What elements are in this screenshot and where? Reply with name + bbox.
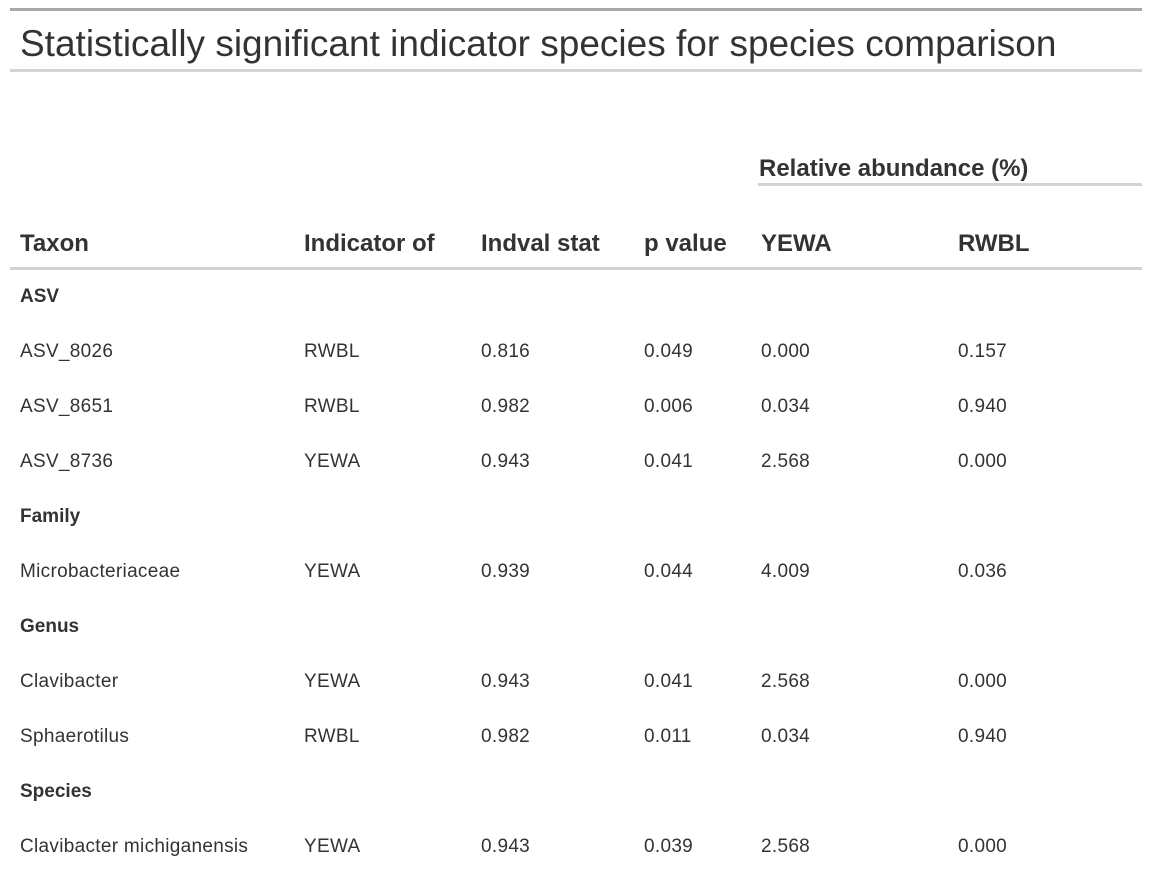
cell-p-value: 0.011	[644, 726, 692, 747]
group-label: Family	[20, 506, 81, 527]
cell-taxon: Clavibacter michiganensis	[20, 836, 249, 857]
table-row: ASV_8026 RWBL 0.816 0.049 0.000 0.157	[10, 325, 1142, 380]
cell-indval: 0.943	[481, 451, 531, 472]
table-title: Statistically significant indicator spec…	[20, 23, 1057, 64]
cell-taxon: Microbacteriaceae	[20, 561, 181, 582]
cell-rwbl: 0.000	[958, 836, 1008, 857]
cell-yewa: 2.568	[761, 671, 811, 692]
cell-yewa: 2.568	[761, 451, 811, 472]
column-header-p-value: p value	[644, 230, 727, 257]
cell-indicator: YEWA	[304, 451, 361, 472]
table-row: Microbacteriaceae YEWA 0.939 0.044 4.009…	[10, 545, 1142, 600]
group-label: Species	[20, 781, 92, 802]
cell-rwbl: 0.940	[958, 396, 1008, 417]
column-header-taxon: Taxon	[20, 230, 89, 257]
cell-rwbl: 0.000	[958, 451, 1008, 472]
cell-indval: 0.939	[481, 561, 531, 582]
cell-p-value: 0.041	[644, 451, 694, 472]
cell-indval: 0.982	[481, 396, 531, 417]
relative-abundance-spanner: Relative abundance (%)	[758, 147, 1142, 186]
cell-indval: 0.982	[481, 726, 531, 747]
cell-yewa: 2.568	[761, 836, 811, 857]
cell-yewa: 0.034	[761, 726, 811, 747]
table-row: Clavibacter YEWA 0.943 0.041 2.568 0.000	[10, 655, 1142, 710]
cell-rwbl: 0.000	[958, 671, 1008, 692]
table-body: ASV ASV_8026 RWBL 0.816 0.049 0.000 0.15…	[10, 270, 1142, 875]
table-row: Clavibacter michiganensis YEWA 0.943 0.0…	[10, 820, 1142, 875]
cell-taxon: Clavibacter	[20, 671, 119, 692]
column-header-yewa: YEWA	[761, 230, 832, 257]
table-row: ASV_8651 RWBL 0.982 0.006 0.034 0.940	[10, 380, 1142, 435]
cell-indicator: YEWA	[304, 561, 361, 582]
cell-p-value: 0.006	[644, 396, 694, 417]
table-row: Sphaerotilus RWBL 0.982 0.011 0.034 0.94…	[10, 710, 1142, 765]
group-label: ASV	[20, 286, 60, 307]
cell-yewa: 0.034	[761, 396, 811, 417]
cell-indicator: YEWA	[304, 671, 361, 692]
cell-indval: 0.943	[481, 671, 531, 692]
cell-taxon: Sphaerotilus	[20, 726, 130, 747]
group-row-asv: ASV	[10, 270, 1142, 325]
cell-indicator: RWBL	[304, 341, 360, 362]
cell-indicator: RWBL	[304, 726, 360, 747]
group-row-species: Species	[10, 765, 1142, 820]
column-header-indicator-of: Indicator of	[304, 230, 435, 257]
cell-p-value: 0.049	[644, 341, 694, 362]
cell-taxon: ASV_8736	[20, 451, 114, 472]
column-header-indval-stat: Indval stat	[481, 230, 600, 257]
table-header: Relative abundance (%) Taxon Indicator o…	[10, 72, 1142, 270]
table-title-block: Statistically significant indicator spec…	[10, 8, 1142, 72]
cell-indval: 0.816	[481, 341, 531, 362]
cell-taxon: ASV_8651	[20, 396, 114, 417]
cell-rwbl: 0.940	[958, 726, 1008, 747]
cell-indval: 0.943	[481, 836, 531, 857]
cell-taxon: ASV_8026	[20, 341, 114, 362]
cell-p-value: 0.039	[644, 836, 694, 857]
cell-rwbl: 0.157	[958, 341, 1008, 362]
cell-indicator: RWBL	[304, 396, 360, 417]
indicator-species-table: Statistically significant indicator spec…	[10, 8, 1142, 875]
table-row: ASV_8736 YEWA 0.943 0.041 2.568 0.000	[10, 435, 1142, 490]
cell-yewa: 4.009	[761, 561, 811, 582]
group-row-genus: Genus	[10, 600, 1142, 655]
group-row-family: Family	[10, 490, 1142, 545]
column-header-rwbl: RWBL	[958, 230, 1030, 257]
cell-p-value: 0.041	[644, 671, 694, 692]
cell-rwbl: 0.036	[958, 561, 1008, 582]
spanner-label: Relative abundance (%)	[759, 155, 1029, 182]
cell-indicator: YEWA	[304, 836, 361, 857]
cell-p-value: 0.044	[644, 561, 694, 582]
cell-yewa: 0.000	[761, 341, 811, 362]
group-label: Genus	[20, 616, 80, 637]
